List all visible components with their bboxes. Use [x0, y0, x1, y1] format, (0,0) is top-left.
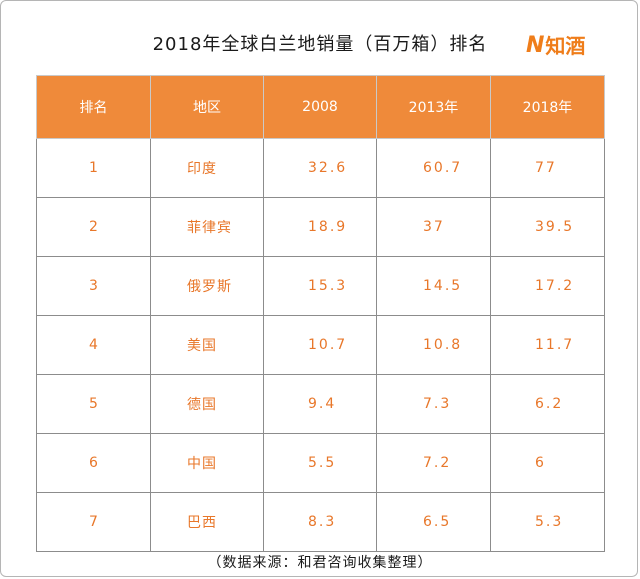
rank-cell: 5	[36, 374, 151, 434]
value-2008-cell: 8.3	[263, 492, 377, 552]
value-2013-cell: 6.5	[376, 492, 491, 552]
value-2008-cell: 15.3	[263, 256, 377, 316]
sales-ranking-table: 排名 地区 2008 2013年 2018年 1 印度 32.6 60.7 77…	[36, 75, 605, 552]
rank-cell: 7	[36, 492, 151, 552]
table-row: 7 巴西 8.3 6.5 5.3	[36, 492, 605, 552]
rank-cell: 1	[36, 138, 151, 198]
value-2013-cell: 37	[376, 197, 491, 257]
value-2013-cell: 14.5	[376, 256, 491, 316]
header-2008: 2008	[263, 75, 377, 139]
region-cell: 美国	[150, 315, 264, 375]
value-2018-cell: 6.2	[490, 374, 605, 434]
table-header-row: 排名 地区 2008 2013年 2018年	[36, 75, 605, 139]
value-2008-cell: 5.5	[263, 433, 377, 493]
page-title: 2018年全球白兰地销量（百万箱）排名	[152, 34, 488, 55]
region-cell: 印度	[150, 138, 264, 198]
rank-cell: 4	[36, 315, 151, 375]
value-2018-cell: 39.5	[490, 197, 605, 257]
table-row: 5 德国 9.4 7.3 6.2	[36, 374, 605, 434]
rank-cell: 6	[36, 433, 151, 493]
header-region: 地区	[150, 75, 264, 139]
value-2018-cell: 5.3	[490, 492, 605, 552]
table-row: 4 美国 10.7 10.8 11.7	[36, 315, 605, 375]
value-2013-cell: 7.3	[376, 374, 491, 434]
value-2018-cell: 6	[490, 433, 605, 493]
header-rank: 排名	[36, 75, 151, 139]
brand-logo: N 知酒	[526, 32, 598, 60]
value-2018-cell: 77	[490, 138, 605, 198]
table-row: 3 俄罗斯 15.3 14.5 17.2	[36, 256, 605, 316]
data-source-note: （数据来源：和君咨询收集整理）	[207, 555, 433, 571]
value-2013-cell: 7.2	[376, 433, 491, 493]
value-2013-cell: 10.8	[376, 315, 491, 375]
header-2018: 2018年	[490, 75, 605, 139]
logo-mark-icon: N	[526, 33, 545, 58]
region-cell: 巴西	[150, 492, 264, 552]
value-2018-cell: 11.7	[490, 315, 605, 375]
value-2008-cell: 10.7	[263, 315, 377, 375]
table-row: 1 印度 32.6 60.7 77	[36, 138, 605, 198]
region-cell: 中国	[150, 433, 264, 493]
value-2013-cell: 60.7	[376, 138, 491, 198]
table-row: 6 中国 5.5 7.2 6	[36, 433, 605, 493]
logo-text: 知酒	[545, 34, 586, 58]
value-2018-cell: 17.2	[490, 256, 605, 316]
region-cell: 菲律宾	[150, 197, 264, 257]
rank-cell: 2	[36, 197, 151, 257]
value-2008-cell: 32.6	[263, 138, 377, 198]
region-cell: 德国	[150, 374, 264, 434]
value-2008-cell: 9.4	[263, 374, 377, 434]
table-row: 2 菲律宾 18.9 37 39.5	[36, 197, 605, 257]
rank-cell: 3	[36, 256, 151, 316]
region-cell: 俄罗斯	[150, 256, 264, 316]
header-2013: 2013年	[376, 75, 491, 139]
value-2008-cell: 18.9	[263, 197, 377, 257]
